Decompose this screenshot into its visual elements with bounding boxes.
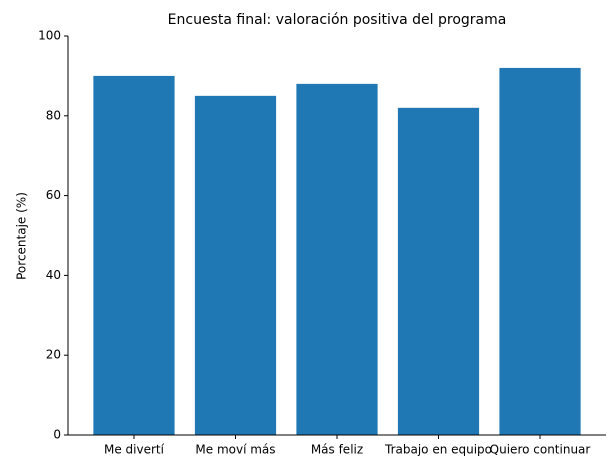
y-tick-label: 20 bbox=[46, 348, 61, 362]
x-tick-label: Más feliz bbox=[311, 443, 363, 457]
x-tick-label: Me moví más bbox=[195, 443, 275, 457]
y-tick-label: 80 bbox=[46, 108, 61, 122]
x-tick-label: Trabajo en equipo bbox=[384, 443, 492, 457]
y-tick-label: 0 bbox=[53, 428, 61, 442]
y-axis-label: Porcentaje (%) bbox=[15, 192, 29, 280]
y-tick-label: 60 bbox=[46, 188, 61, 202]
chart-title: Encuesta final: valoración positiva del … bbox=[168, 12, 507, 28]
bar bbox=[296, 83, 378, 435]
x-tick-label: Me divertí bbox=[104, 443, 165, 457]
bar bbox=[499, 67, 581, 436]
bar bbox=[397, 107, 480, 435]
y-tick-label: 40 bbox=[46, 268, 61, 282]
y-tick-label: 100 bbox=[38, 29, 61, 43]
bar bbox=[93, 75, 175, 436]
bar bbox=[194, 95, 277, 435]
x-tick-label: Quiero continuar bbox=[490, 443, 591, 457]
